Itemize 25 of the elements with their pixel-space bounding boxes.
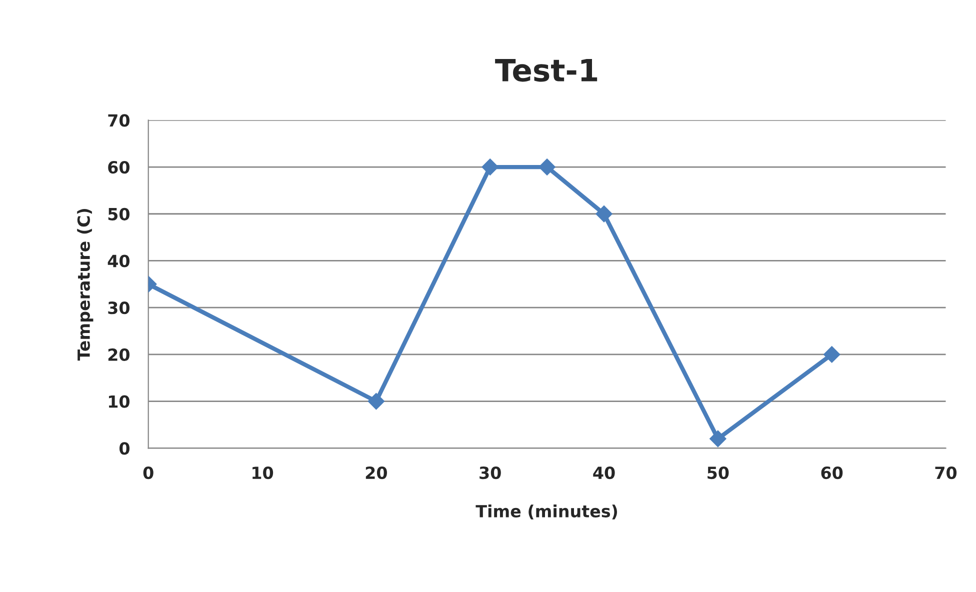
- point: [482, 158, 498, 176]
- point: [368, 392, 385, 410]
- x-axis-title: Time (minutes): [476, 504, 618, 520]
- x-tick-label: 20: [366, 466, 387, 480]
- y-tick-label: 30: [108, 302, 130, 314]
- y-tick-label: 70: [108, 114, 130, 127]
- point: [538, 158, 556, 176]
- chart-title: Test-1: [495, 59, 598, 82]
- y-tick-label: 40: [108, 254, 130, 268]
- y-tick-label: 10: [108, 395, 130, 408]
- y-tick-label: 50: [108, 208, 130, 220]
- x-tick-label: 30: [480, 466, 501, 480]
- point: [710, 430, 726, 448]
- x-tick-label: 10: [252, 466, 274, 480]
- x-tick-label: 70: [935, 466, 957, 480]
- x-tick-label: 50: [708, 466, 729, 480]
- point: [823, 346, 840, 363]
- y-tick-label: 60: [108, 160, 130, 174]
- point: [596, 206, 612, 222]
- y-axis-title: Temperature (C): [77, 209, 94, 361]
- y-tick-label: 0: [119, 442, 130, 455]
- x-tick-label: 0: [143, 466, 154, 480]
- x-tick-label: 60: [821, 466, 843, 480]
- y-tick-label: 20: [108, 348, 130, 362]
- x-tick-label: 40: [593, 466, 615, 480]
